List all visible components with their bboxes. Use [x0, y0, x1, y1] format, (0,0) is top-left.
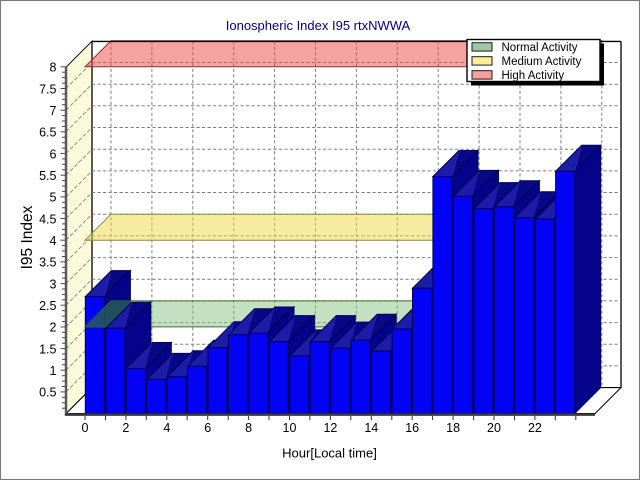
svg-text:7: 7	[50, 104, 57, 118]
svg-text:5.5: 5.5	[39, 169, 56, 183]
svg-text:18: 18	[446, 421, 460, 435]
svg-text:Medium Activity: Medium Activity	[502, 56, 582, 68]
svg-text:I95 Index: I95 Index	[19, 205, 36, 269]
svg-text:2: 2	[50, 321, 57, 335]
svg-text:16: 16	[405, 421, 419, 435]
svg-text:12: 12	[323, 421, 337, 435]
svg-text:7.5: 7.5	[39, 82, 56, 96]
svg-text:6: 6	[50, 147, 57, 161]
svg-text:Ionospheric Index I95 rtxNWWA: Ionospheric Index I95 rtxNWWA	[226, 18, 411, 33]
svg-text:6: 6	[204, 421, 211, 435]
svg-text:2: 2	[122, 421, 129, 435]
svg-text:1: 1	[50, 364, 57, 378]
svg-text:1.5: 1.5	[39, 342, 56, 356]
svg-text:3: 3	[50, 277, 57, 291]
svg-text:4: 4	[50, 234, 57, 248]
svg-text:0: 0	[82, 421, 89, 435]
svg-text:10: 10	[283, 421, 297, 435]
svg-text:3.5: 3.5	[39, 256, 56, 270]
svg-text:14: 14	[364, 421, 378, 435]
svg-text:Hour[Local time]: Hour[Local time]	[282, 446, 377, 461]
svg-text:Normal Activity: Normal Activity	[502, 42, 578, 54]
svg-text:4: 4	[163, 421, 170, 435]
svg-text:22: 22	[528, 421, 542, 435]
svg-text:2.5: 2.5	[39, 299, 56, 313]
svg-text:6.5: 6.5	[39, 126, 56, 140]
svg-text:8: 8	[245, 421, 252, 435]
svg-text:4.5: 4.5	[39, 212, 56, 226]
svg-text:High Activity: High Activity	[502, 70, 565, 82]
svg-text:5: 5	[50, 191, 57, 205]
svg-text:0.5: 0.5	[39, 386, 56, 400]
svg-text:8: 8	[50, 61, 57, 75]
svg-text:20: 20	[487, 421, 501, 435]
